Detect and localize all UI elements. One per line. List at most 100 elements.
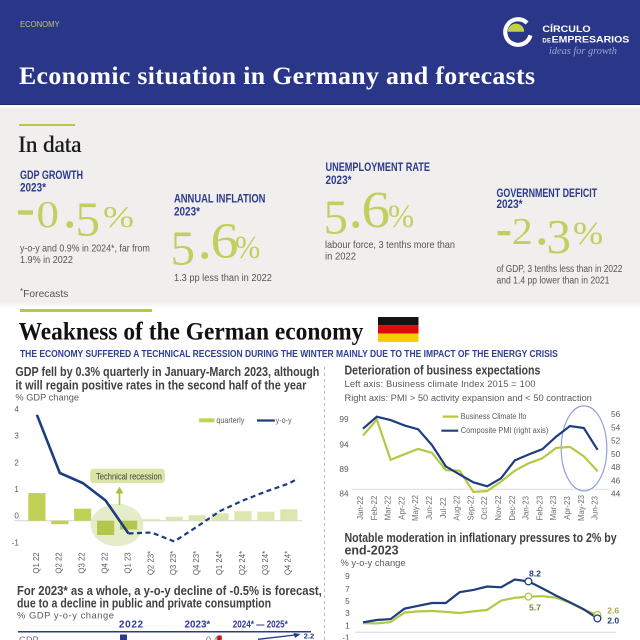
svg-text:% GDP change: % GDP change <box>15 392 79 402</box>
svg-text:6: 6 <box>211 212 239 269</box>
svg-text:UNEMPLOYMENT RATE: UNEMPLOYMENT RATE <box>326 161 430 174</box>
svg-text:1: 1 <box>345 620 350 630</box>
svg-text:y-o-y and 0.9% in 2024*, far f: y-o-y and 0.9% in 2024*, far from <box>20 243 150 255</box>
svg-text:Q2 23*: Q2 23* <box>146 551 155 575</box>
svg-text:of GDP, 3 tenths less than in: of GDP, 3 tenths less than in 2022 <box>497 263 623 274</box>
svg-text:2023*: 2023* <box>326 174 353 187</box>
svg-text:.: . <box>198 206 213 271</box>
svg-text:Economic situation in Germany: Economic situation in Germany and foreca… <box>19 61 535 90</box>
svg-text:-1: -1 <box>342 633 350 640</box>
svg-text:Q1 23: Q1 23 <box>123 552 132 573</box>
svg-text:1.3 pp less than in 2022: 1.3 pp less than in 2022 <box>174 273 272 285</box>
svg-text:Q1 22: Q1 22 <box>32 552 41 573</box>
svg-text:Notable moderation in inflatio: Notable moderation in inflationary press… <box>345 530 617 545</box>
svg-text:labour force, 3 tenths more th: labour force, 3 tenths more than <box>325 240 455 252</box>
svg-text:Q3 24*: Q3 24* <box>261 551 270 575</box>
svg-text:5.7: 5.7 <box>529 603 541 613</box>
svg-text:Jul-22: Jul-22 <box>439 497 448 518</box>
svg-text:Jan-23: Jan-23 <box>522 496 531 520</box>
svg-text:DE: DE <box>542 39 551 45</box>
svg-text:Jan-22: Jan-22 <box>356 496 365 520</box>
svg-text:and 1.4 pp lower than in 2021: and 1.4 pp lower than in 2021 <box>497 275 610 287</box>
svg-text:GDP: GDP <box>19 635 39 640</box>
svg-text:y-o-y: y-o-y <box>276 416 292 425</box>
svg-text:5: 5 <box>345 596 350 606</box>
svg-text:Oct-22: Oct-22 <box>480 496 489 519</box>
svg-text:Q4 23*: Q4 23* <box>192 551 201 575</box>
svg-text:end-2023: end-2023 <box>345 542 399 557</box>
svg-text:2023*: 2023* <box>20 182 47 195</box>
svg-text:Feb-22: Feb-22 <box>370 496 379 521</box>
svg-text:94: 94 <box>339 439 349 449</box>
svg-text:89: 89 <box>339 464 349 474</box>
svg-text:.: . <box>535 192 550 257</box>
svg-text:2.6: 2.6 <box>607 606 619 616</box>
svg-text:ECONOMY: ECONOMY <box>20 19 60 28</box>
svg-text:% y-o-y change: % y-o-y change <box>341 558 406 568</box>
svg-text:7: 7 <box>345 584 350 594</box>
svg-text:2022: 2022 <box>119 619 144 630</box>
svg-text:Q3 22: Q3 22 <box>78 552 87 573</box>
svg-text:50: 50 <box>611 449 621 459</box>
svg-text:%: % <box>103 200 134 234</box>
svg-text:84: 84 <box>339 488 349 498</box>
svg-text:2024* — 2025*: 2024* — 2025* <box>233 619 289 630</box>
svg-text:48: 48 <box>611 462 621 472</box>
svg-text:54: 54 <box>611 422 621 432</box>
svg-text:Right axis: PMI > 50 activity: Right axis: PMI > 50 activity expansion … <box>345 393 592 403</box>
svg-text:Q4 24*: Q4 24* <box>284 551 293 575</box>
svg-text:46: 46 <box>611 475 621 485</box>
svg-text:Q4 22: Q4 22 <box>101 552 110 573</box>
svg-text:0: 0 <box>14 512 19 521</box>
svg-text:CÍRCULO: CÍRCULO <box>542 24 590 34</box>
svg-text:56: 56 <box>611 409 621 419</box>
svg-text:*Forecasts: *Forecasts <box>20 287 68 300</box>
svg-text:Business Climate Ifo: Business Climate Ifo <box>461 412 527 421</box>
svg-text:6: 6 <box>362 180 391 238</box>
svg-text:44: 44 <box>611 489 621 499</box>
svg-text:Jun-23: Jun-23 <box>591 496 600 520</box>
svg-text:2.0: 2.0 <box>607 616 619 626</box>
svg-text:2023*: 2023* <box>174 206 201 219</box>
svg-text:Mar-23: Mar-23 <box>549 496 558 521</box>
svg-text:2023*: 2023* <box>185 619 211 630</box>
svg-text:.: . <box>349 175 364 240</box>
svg-text:1.9% in 2022: 1.9% in 2022 <box>20 255 73 267</box>
svg-text:ideas for growth: ideas for growth <box>549 45 617 57</box>
svg-text:.: . <box>63 175 78 240</box>
svg-text:GOVERNMENT DEFICIT: GOVERNMENT DEFICIT <box>497 188 598 200</box>
svg-text:5: 5 <box>76 192 101 247</box>
svg-text:it will regain positive rates: it will regain positive rates in the sec… <box>15 377 306 392</box>
svg-text:Composite PMI (right axis): Composite PMI (right axis) <box>461 426 549 435</box>
svg-text:3: 3 <box>547 209 572 264</box>
svg-text:May-22: May-22 <box>411 495 420 521</box>
svg-text:Mar-22: Mar-22 <box>384 496 393 521</box>
svg-text:THE ECONOMY SUFFERED A TECHNIC: THE ECONOMY SUFFERED A TECHNICAL RECESSI… <box>20 347 558 359</box>
svg-text:For 2023* as a whole, a y-o-y: For 2023* as a whole, a y-o-y decline of… <box>17 583 322 598</box>
svg-text:Nov-22: Nov-22 <box>494 495 503 520</box>
svg-text:2: 2 <box>14 458 19 467</box>
svg-text:3: 3 <box>14 432 19 441</box>
svg-text:Deterioration of business expe: Deterioration of business expectations <box>345 363 541 378</box>
svg-text:Aug-22: Aug-22 <box>453 495 462 520</box>
svg-text:2023*: 2023* <box>497 198 524 211</box>
svg-text:in 2022: in 2022 <box>325 251 356 262</box>
svg-text:5: 5 <box>171 221 196 276</box>
svg-text:Feb-23: Feb-23 <box>535 496 544 521</box>
svg-text:Q1 24*: Q1 24* <box>215 551 224 575</box>
svg-text:0.4: 0.4 <box>206 635 219 640</box>
svg-text:3: 3 <box>345 608 350 618</box>
svg-text:%: % <box>573 215 603 252</box>
svg-text:Sep-22: Sep-22 <box>466 495 475 520</box>
svg-text:1: 1 <box>14 485 19 494</box>
svg-text:5: 5 <box>324 190 349 245</box>
svg-text:Dec-22: Dec-22 <box>508 495 517 520</box>
svg-text:0: 0 <box>37 193 59 235</box>
svg-text:-1: -1 <box>12 539 20 548</box>
svg-text:2: 2 <box>512 210 533 253</box>
svg-text:Weakness of the German economy: Weakness of the German economy <box>19 318 364 346</box>
svg-text:due to a decline in public and: due to a decline in public and private c… <box>17 596 271 611</box>
svg-text:May-23: May-23 <box>577 495 586 521</box>
svg-text:Jun-22: Jun-22 <box>425 496 434 520</box>
svg-text:99: 99 <box>339 414 349 424</box>
